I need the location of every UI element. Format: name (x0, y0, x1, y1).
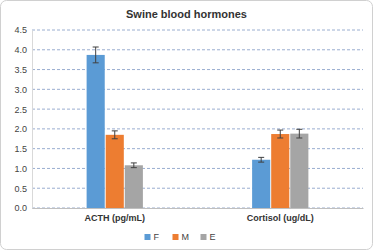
series (106, 130, 290, 208)
y-tick-label: 4.5 (14, 25, 27, 35)
error-cap (277, 137, 283, 138)
error-bar (131, 163, 137, 168)
legend-swatch (201, 234, 207, 240)
y-tick: 2.5 (14, 104, 32, 114)
grid-line (32, 89, 363, 90)
y-tick: 4.0 (14, 45, 32, 55)
y-tick: 2.0 (14, 124, 32, 134)
bar (106, 135, 124, 208)
legend-swatch (145, 234, 151, 240)
grid-line (32, 128, 363, 129)
error-bar (277, 130, 283, 138)
grid-line (32, 49, 363, 50)
grid-line (32, 30, 363, 31)
x-tick: ACTH (pg/mL) (85, 208, 146, 223)
legend-item: F (145, 232, 160, 242)
grid-line (32, 148, 363, 149)
legend-label: E (210, 232, 216, 242)
error-cap (131, 167, 137, 168)
error-bar (258, 157, 264, 162)
y-tick-label: 4.0 (14, 45, 27, 55)
y-tick: 0.0 (14, 203, 32, 213)
error-cap (93, 62, 99, 63)
grid-line (32, 208, 363, 209)
error-cap (112, 130, 118, 131)
grid-line (32, 168, 363, 169)
error-cap (258, 162, 264, 163)
y-tick: 3.5 (14, 65, 32, 75)
legend-swatch (173, 234, 179, 240)
y-tick-label: 1.0 (14, 164, 27, 174)
y-tick-label: 2.5 (14, 104, 27, 114)
y-tick-label: 0.5 (14, 184, 27, 194)
bar (290, 134, 308, 208)
error-cap (258, 157, 264, 158)
legend-label: M (182, 232, 190, 242)
chart: Swine blood hormones 0.0 0.5 1.0 1.5 2.0 2.5 3.… (0, 0, 373, 250)
grid-line (32, 188, 363, 189)
y-axis: 0.0 0.5 1.0 1.5 2.0 2.5 3.0 3.5 4.0 4.5 (14, 25, 32, 213)
error-stem (95, 47, 96, 63)
error-stem (133, 163, 134, 168)
y-tick: 4.5 (14, 25, 32, 35)
error-bar (93, 47, 99, 63)
y-tick-label: 3.5 (14, 65, 27, 75)
marks (87, 47, 309, 208)
y-tick: 3.0 (14, 85, 32, 95)
chart-frame (1, 1, 373, 250)
y-tick: 0.5 (14, 184, 32, 194)
y-tick: 1.5 (14, 144, 32, 154)
grid-line (32, 69, 363, 70)
y-tick-label: 2.0 (14, 124, 27, 134)
x-tick-label: ACTH (pg/mL) (85, 213, 146, 223)
y-tick-label: 0.0 (14, 203, 27, 213)
x-axis: ACTH (pg/mL) Cortisol (ug/dL) (33, 208, 364, 223)
plot: 0.0 0.5 1.0 1.5 2.0 2.5 3.0 3.5 4.0 4.5 ACTH (pg/m… (14, 25, 363, 223)
grid-line (32, 109, 363, 110)
x-tick: Cortisol (ug/dL) (247, 208, 314, 223)
x-tick-label: Cortisol (ug/dL) (247, 213, 314, 223)
series (87, 47, 271, 208)
error-stem (299, 129, 300, 138)
grid (32, 30, 363, 208)
y-tick: 1.0 (14, 164, 32, 174)
y-tick-label: 3.0 (14, 85, 27, 95)
bar (125, 165, 143, 208)
error-bar (112, 131, 118, 139)
error-stem (114, 131, 115, 139)
bar (87, 55, 105, 208)
y-axis-line (32, 31, 33, 209)
x-axis-line (33, 208, 364, 209)
error-stem (280, 130, 281, 138)
bar (252, 160, 270, 208)
legend-item: M (173, 232, 190, 242)
y-tick-label: 1.5 (14, 144, 27, 154)
error-stem (261, 157, 262, 162)
series (125, 129, 309, 208)
legend: FME (145, 232, 216, 242)
error-cap (131, 162, 137, 163)
legend-label: F (154, 232, 160, 242)
bar (271, 134, 289, 208)
legend-item: E (201, 232, 216, 242)
error-cap (296, 129, 302, 130)
error-cap (277, 130, 283, 131)
error-cap (112, 138, 118, 139)
title: Swine blood hormones (126, 8, 247, 20)
error-cap (296, 137, 302, 138)
error-cap (93, 47, 99, 48)
error-bar (296, 129, 302, 138)
